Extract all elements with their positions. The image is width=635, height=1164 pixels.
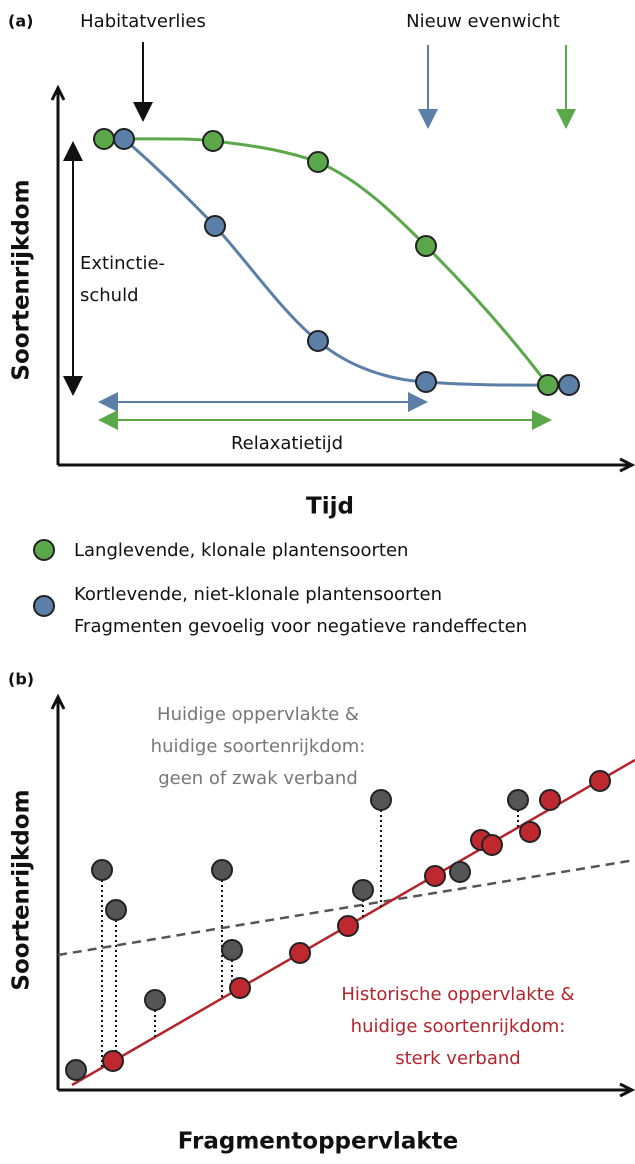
dot (424, 865, 446, 887)
dot (415, 371, 437, 393)
y-axis-label: Soortenrijkdom (9, 789, 35, 990)
dot (113, 128, 135, 150)
dot (539, 789, 561, 811)
dot (289, 942, 311, 964)
dot (221, 939, 243, 961)
historic-text: sterk verband (395, 1048, 520, 1069)
dot (211, 859, 233, 881)
current-text: geen of zwak verband (158, 768, 358, 789)
debt-label: Extinctie- (80, 253, 165, 274)
dot (93, 128, 115, 150)
x-axis-label: Fragmentoppervlakte (178, 1129, 458, 1155)
y-axis-label: Soortenrijkdom (9, 179, 35, 380)
dot (415, 235, 437, 257)
dot (370, 789, 392, 811)
dot (33, 539, 55, 561)
legend-text: Langlevende, klonale plantensoorten (74, 540, 408, 561)
axes (56, 697, 630, 1092)
dot (307, 330, 329, 352)
legend-text: Fragmenten gevoelig voor negatieve rande… (74, 616, 527, 637)
dot (102, 1050, 124, 1072)
dot (589, 770, 611, 792)
legend-text: Kortlevende, niet-klonale plantensoorten (74, 584, 442, 605)
x-axis-label: Tijd (306, 494, 354, 520)
axis-heads (50, 84, 635, 473)
dot (519, 821, 541, 843)
dot (144, 989, 166, 1011)
dot (105, 899, 127, 921)
debt-label: schuld (80, 285, 139, 306)
dot (558, 374, 580, 396)
panel-label: (b) (8, 670, 34, 689)
dot (202, 130, 224, 152)
axis-heads (50, 693, 635, 1098)
current-text: Huidige oppervlakte & (157, 704, 359, 725)
panel-label: (a) (8, 12, 33, 31)
dot (337, 915, 359, 937)
dot (65, 1059, 87, 1081)
relax-label: Relaxatietijd (231, 433, 343, 454)
panel-b: (b) Soortenrijkdom Fragmentoppervlakte H… (8, 670, 635, 1155)
historic-text: Historische oppervlakte & (341, 984, 574, 1005)
annotation: Nieuw evenwicht (406, 11, 560, 32)
historic-text: huidige soortenrijkdom: (351, 1016, 566, 1037)
dashed-trend (57, 858, 635, 957)
dot (507, 789, 529, 811)
dot (352, 879, 374, 901)
dot (91, 859, 113, 881)
dot (449, 861, 471, 883)
dot (229, 977, 251, 999)
current-text: huidige soortenrijkdom: (151, 736, 366, 757)
dot (33, 595, 55, 617)
dot (481, 834, 503, 856)
dot (537, 374, 559, 396)
dot (307, 151, 329, 173)
panel-a: (a) Habitatverlies Nieuw evenwicht Extin… (8, 11, 635, 637)
dot (204, 215, 226, 237)
annotation: Habitatverlies (80, 11, 206, 32)
green-curve (103, 137, 550, 386)
axes (56, 90, 630, 467)
